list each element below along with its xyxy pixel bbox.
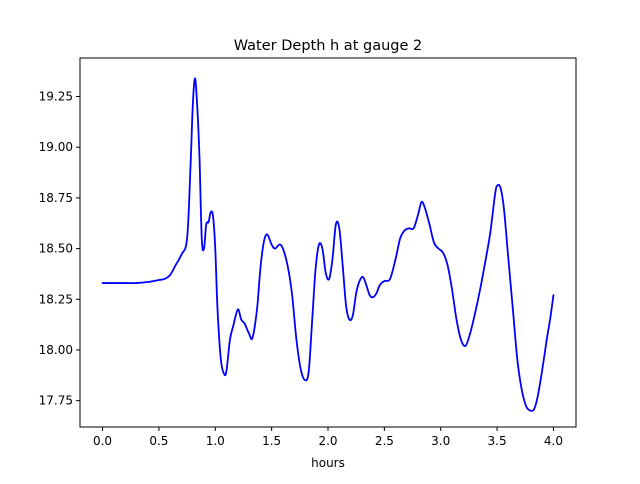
x-tick-label: 4.0 <box>544 434 563 448</box>
plot-frame <box>79 57 577 428</box>
x-axis-ticks: 0.0 0.5 1.0 1.5 2.0 2.5 3.0 3.5 4.0 <box>93 427 563 448</box>
y-tick-label: 19.00 <box>39 140 73 154</box>
x-tick-label: 1.0 <box>206 434 225 448</box>
x-tick-label: 3.5 <box>488 434 507 448</box>
x-tick-label: 0.0 <box>93 434 112 448</box>
chart-title: Water Depth h at gauge 2 <box>234 38 422 54</box>
y-tick-label: 19.25 <box>39 90 73 104</box>
y-tick-label: 18.50 <box>39 242 73 256</box>
x-tick-label: 1.5 <box>262 434 281 448</box>
x-tick-label: 3.0 <box>431 434 450 448</box>
series-layer <box>101 77 555 412</box>
y-tick-label: 18.00 <box>39 343 73 357</box>
x-axis-label: hours <box>311 456 345 470</box>
x-tick-label: 0.5 <box>149 434 168 448</box>
y-tick-label: 18.25 <box>39 292 73 306</box>
y-tick-label: 18.75 <box>39 191 73 205</box>
x-tick-label: 2.0 <box>318 434 337 448</box>
series-line <box>101 77 555 412</box>
y-axis-ticks: 17.75 18.00 18.25 18.50 18.75 19.00 19.25 <box>39 90 80 408</box>
y-tick-label: 17.75 <box>39 394 73 408</box>
x-tick-label: 2.5 <box>375 434 394 448</box>
